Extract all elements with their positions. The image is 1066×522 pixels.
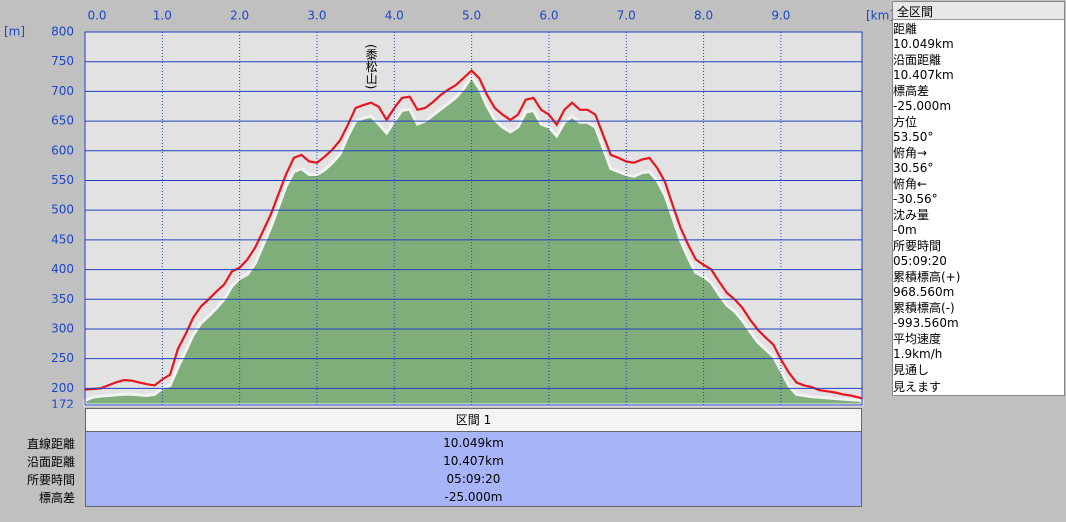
summary-row: 平均速度 1.9km/h: [893, 330, 1064, 361]
summary-row: 累積標高(+) 968.560m: [893, 268, 1064, 299]
section-label: 直線距離: [26, 437, 75, 451]
summary-panel: 全区間 距離 10.049km 沿面距離 10.407km 標高差 -25.000m 方位 5…: [892, 1, 1065, 396]
summary-label: 平均速度: [893, 332, 942, 346]
section-label: 沿面距離: [26, 455, 75, 469]
terrain-area: [83, 73, 864, 407]
y-tick-label: 250: [51, 351, 74, 365]
x-tick-label: 0.0: [87, 9, 106, 23]
summary-label: 見通し: [893, 363, 930, 377]
summary-value: -993.560m: [893, 316, 959, 330]
y-tick-label: 650: [51, 114, 74, 128]
section-value: 10.407km: [443, 454, 504, 468]
y-tick-label: 800: [51, 25, 74, 39]
section-table: 区間 1 10.049km 10.407km 05:09:20 -25.000m: [85, 408, 862, 507]
y-tick-label: 750: [51, 54, 74, 68]
y-tick-label: 550: [51, 173, 74, 187]
x-tick-label: 3.0: [307, 9, 326, 23]
y-tick-label: 500: [51, 203, 74, 217]
section-label: 標高差: [38, 491, 75, 505]
y-tick-label: 300: [51, 321, 74, 335]
summary-label: 距離: [893, 22, 918, 36]
summary-value: 30.56°: [893, 161, 934, 175]
x-tick-label: 5.0: [462, 9, 481, 23]
summary-label: 累積標高(-): [893, 301, 955, 315]
x-tick-label: 9.0: [771, 9, 790, 23]
summary-row: 俯角→ 30.56°: [893, 144, 1064, 175]
summary-row: 沈み量 -0m: [893, 206, 1064, 237]
summary-label: 累積標高(+): [893, 270, 961, 284]
x-tick-label: 2.0: [230, 9, 249, 23]
summary-row: 累積標高(-) -993.560m: [893, 299, 1064, 330]
summary-value: -25.000m: [893, 99, 952, 113]
summary-label: 俯角→: [893, 146, 928, 160]
summary-label: 俯角←: [893, 177, 928, 191]
y-tick-label: 700: [51, 84, 74, 98]
panel-title: 全区間: [893, 2, 1064, 20]
summary-value: 10.049km: [893, 37, 954, 51]
route-line: [84, 69, 863, 400]
summary-label: 所要時間: [893, 239, 942, 253]
summary-row: 俯角← -30.56°: [893, 175, 1064, 206]
plot-area: [84, 31, 863, 406]
peak-label: (黍松山): [364, 44, 378, 89]
summary-value: -30.56°: [893, 192, 938, 206]
y-tick-label: 172: [51, 398, 74, 409]
y-unit: [m]: [4, 25, 25, 39]
summary-value: 1.9km/h: [893, 347, 943, 361]
section-label: 所要時間: [26, 473, 75, 487]
x-tick-label: 4.0: [385, 9, 404, 23]
plot-layer: [83, 31, 864, 407]
y-tick-label: 450: [51, 232, 74, 246]
summary-label: 標高差: [893, 84, 930, 98]
y-tick-label: 600: [51, 143, 74, 157]
x-tick-label: 1.0: [153, 9, 172, 23]
summary-label: 沿面距離: [893, 53, 942, 67]
x-unit: [km]: [866, 9, 894, 23]
summary-label: 方位: [893, 115, 918, 129]
y-tick-label: 350: [51, 292, 74, 306]
section-body: 10.049km 10.407km 05:09:20 -25.000m: [85, 432, 862, 507]
section-labels: 直線距離沿面距離所要時間標高差: [0, 433, 75, 507]
summary-value: -0m: [893, 223, 917, 237]
x-tick-label: 8.0: [694, 9, 713, 23]
summary-row: 見通し 見えます: [893, 361, 1064, 395]
profile-chart: [m] [km] 172 200 250 300 350 400 450 500 550 600 6…: [4, 9, 894, 409]
x-tick-label: 6.0: [539, 9, 558, 23]
summary-row: 所要時間 05:09:20: [893, 237, 1064, 268]
summary-value: 見えます: [893, 380, 942, 394]
x-tick-label: 7.0: [617, 9, 636, 23]
section-value: 05:09:20: [446, 472, 501, 486]
section-header[interactable]: 区間 1: [85, 408, 862, 432]
section-value: -25.000m: [444, 490, 503, 504]
summary-row: 距離 10.049km: [893, 20, 1064, 51]
summary-row: 標高差 -25.000m: [893, 82, 1064, 113]
summary-row: 方位 53.50°: [893, 113, 1064, 144]
summary-value: 10.407km: [893, 68, 954, 82]
summary-value: 05:09:20: [893, 254, 947, 268]
y-tick-label: 200: [51, 381, 74, 395]
summary-value: 968.560m: [893, 285, 955, 299]
y-tick-label: 400: [51, 262, 74, 276]
summary-label: 沈み量: [893, 208, 930, 222]
summary-value: 53.50°: [893, 130, 934, 144]
section-value: 10.049km: [443, 436, 504, 450]
summary-row: 沿面距離 10.407km: [893, 51, 1064, 82]
